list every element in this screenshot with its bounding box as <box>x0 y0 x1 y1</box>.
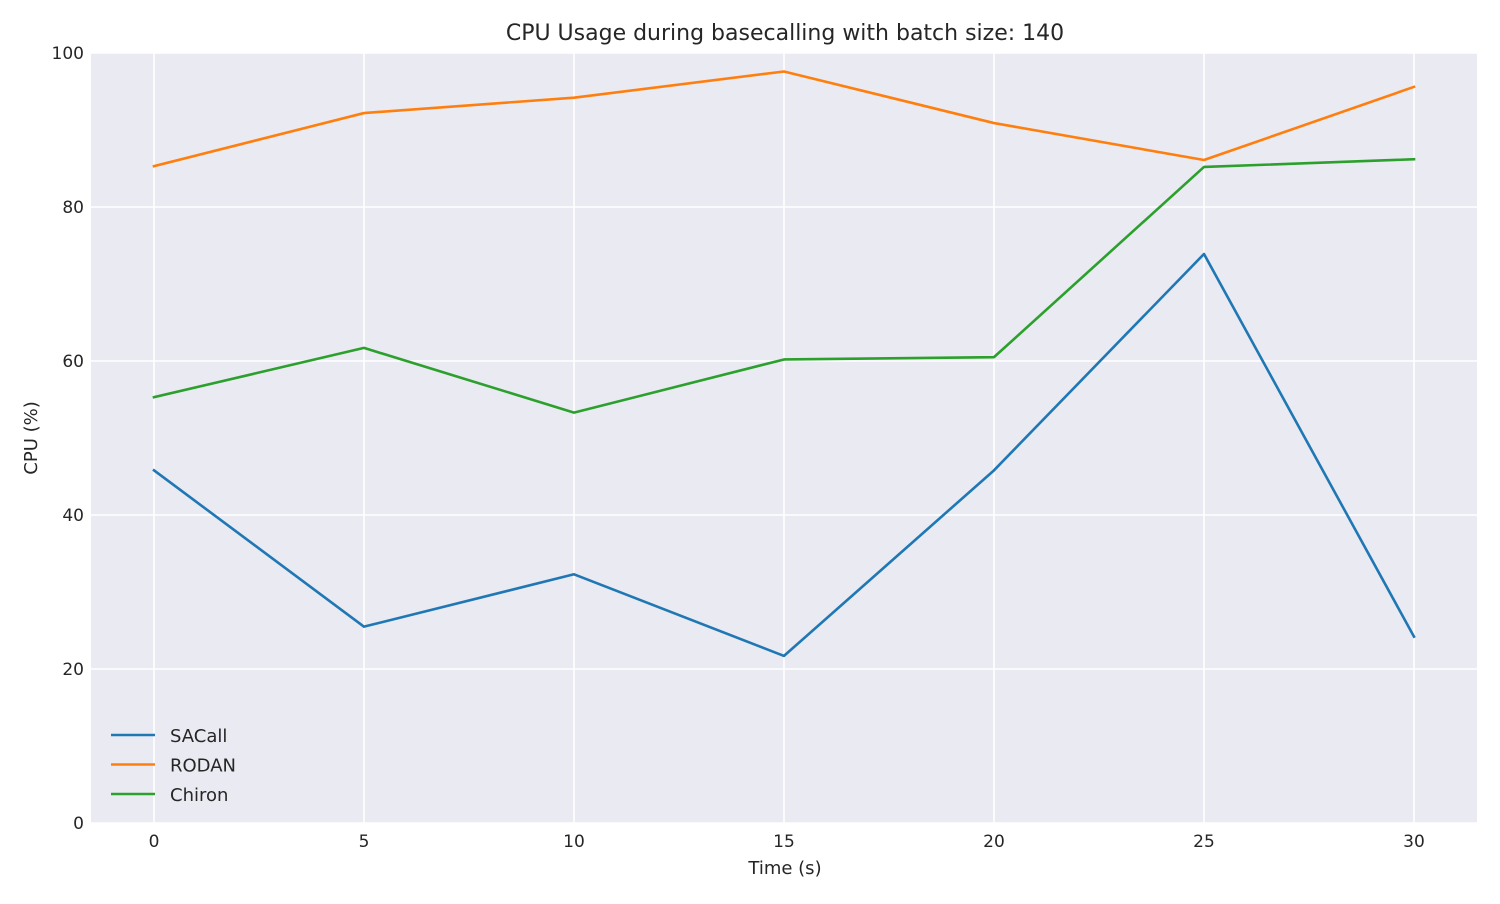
x-axis-ticks: 0 5 10 15 20 25 30 <box>149 832 1425 852</box>
x-tick-label: 10 <box>563 832 585 852</box>
y-tick-label: 80 <box>62 198 84 218</box>
legend-label-chiron: Chiron <box>170 785 228 806</box>
series-line-chiron <box>152 157 1416 414</box>
x-axis-label: Time (s) <box>747 858 821 879</box>
series-line-sacall <box>152 252 1416 658</box>
x-tick-label: 15 <box>773 832 795 852</box>
series-line-rodan <box>152 70 1416 168</box>
x-tick-label: 20 <box>983 832 1005 852</box>
y-tick-label: 100 <box>52 44 84 64</box>
x-tick-label: 5 <box>359 832 370 852</box>
chart-title: CPU Usage during basecalling with batch … <box>506 21 1064 46</box>
y-tick-label: 0 <box>73 814 84 834</box>
legend-label-rodan: RODAN <box>170 756 236 777</box>
x-tick-label: 30 <box>1403 832 1425 852</box>
x-tick-label: 0 <box>149 832 160 852</box>
legend: SACall RODAN Chiron <box>111 726 236 806</box>
x-tick-label: 25 <box>1193 832 1215 852</box>
series-lines <box>152 70 1416 658</box>
grid-lines <box>91 52 1477 824</box>
y-axis-ticks: 0 20 40 60 80 100 <box>52 44 84 834</box>
y-tick-label: 60 <box>62 352 84 372</box>
y-tick-label: 40 <box>62 506 84 526</box>
y-axis-label: CPU (%) <box>21 401 42 474</box>
y-tick-label: 20 <box>62 660 84 680</box>
legend-label-sacall: SACall <box>170 726 227 747</box>
